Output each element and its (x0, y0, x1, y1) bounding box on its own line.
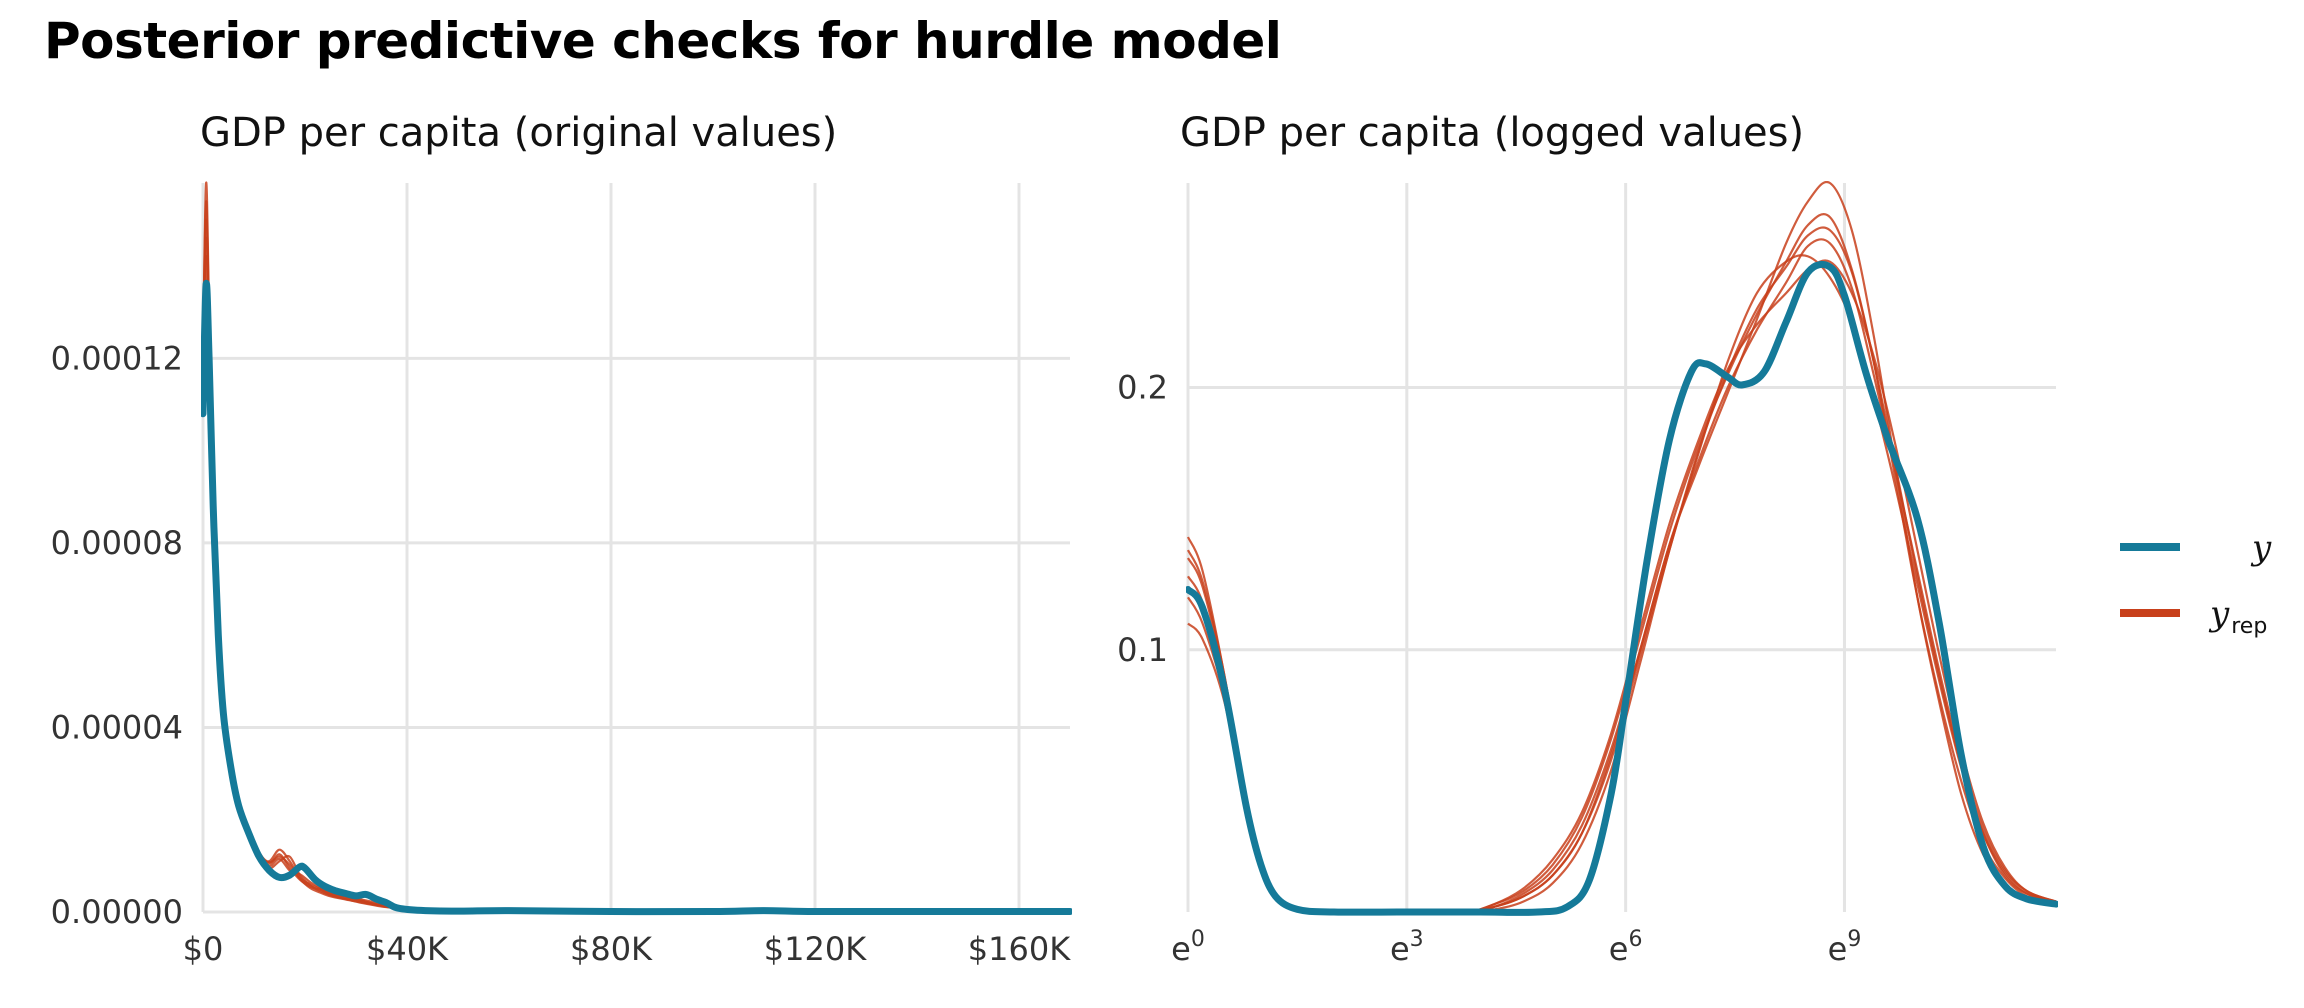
legend-label-yrep: yrep (2208, 594, 2267, 639)
right-y-line (1186, 260, 2058, 916)
legend: y yrep (2120, 528, 2272, 639)
left-yrep-line (201, 255, 1070, 913)
left-panel-subtitle: GDP per capita (original values) (200, 110, 838, 156)
left-yrep-line (201, 237, 1071, 913)
left-panel: 0.00000 0.00004 0.00008 0.00012 $0 $40K $80K $1… (51, 181, 1072, 968)
right-panel-subtitle: GDP per capita (logged values) (1180, 110, 1805, 156)
left-yrep-line (201, 218, 1071, 913)
left-y-tick-label: 0.00000 (51, 893, 183, 931)
left-y-line (201, 279, 1072, 916)
left-x-tick-label: $0 (183, 930, 224, 968)
right-x-tick-label: e6 (1609, 927, 1643, 968)
left-x-tick-label: $120K (764, 930, 867, 968)
right-yrep-line (1187, 238, 2057, 914)
right-panel: 0.1 0.2 e0 e3 e6 e9 (1117, 181, 2058, 968)
left-x-tick-label: $80K (570, 930, 653, 968)
right-x-tick-label: e0 (1171, 927, 1205, 968)
right-x-tick-label: e9 (1828, 927, 1862, 968)
right-y-tick-label: 0.2 (1117, 369, 1168, 407)
legend-label-y: y (2250, 528, 2272, 568)
left-y-tick-label: 0.00008 (51, 524, 183, 562)
chart-title: Posterior predictive checks for hurdle m… (44, 12, 1282, 70)
left-y-tick-label: 0.00012 (51, 339, 183, 377)
right-y-tick-label: 0.1 (1117, 631, 1168, 669)
right-x-tick-label: e3 (1390, 927, 1424, 968)
left-x-tick-label: $160K (968, 930, 1071, 968)
left-yrep-line (201, 181, 1070, 913)
right-yrep-line (1186, 259, 2057, 914)
left-y-tick-label: 0.00004 (51, 708, 183, 746)
left-x-tick-label: $40K (366, 930, 449, 968)
left-yrep-line (201, 200, 1070, 913)
right-yrep-line (1187, 254, 2057, 914)
